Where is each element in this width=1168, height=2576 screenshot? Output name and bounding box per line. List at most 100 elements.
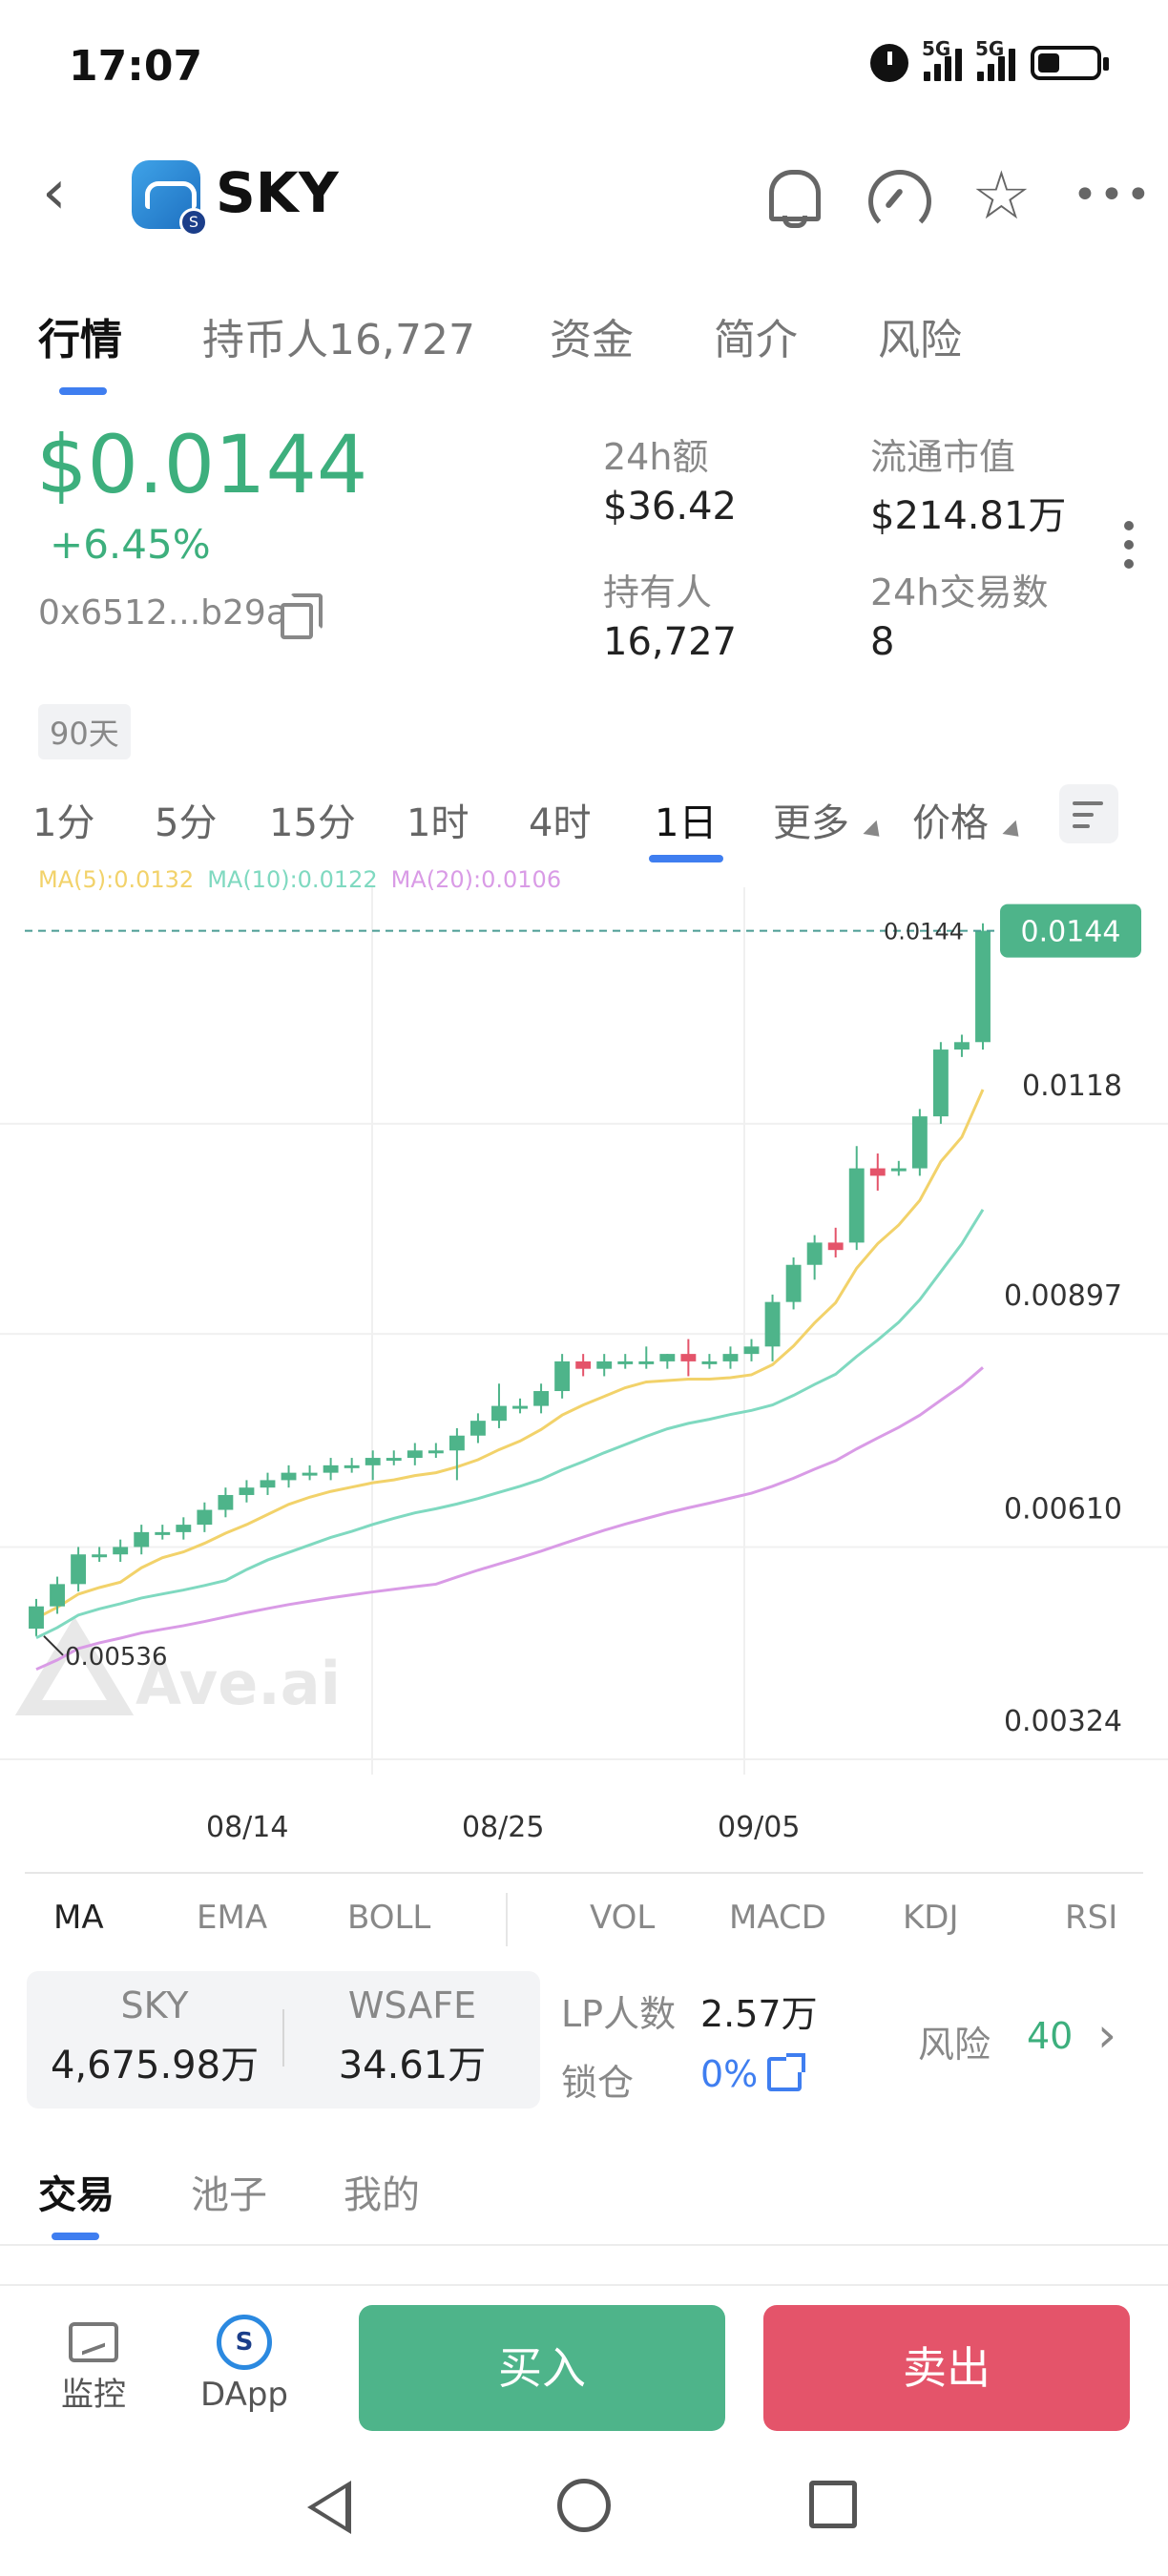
gauge-icon[interactable] [865, 164, 931, 233]
back-icon[interactable]: ‹ [42, 157, 67, 228]
ind-macd[interactable]: MACD [729, 1899, 826, 1937]
tf-1h[interactable]: 1时 [407, 801, 469, 845]
copy-icon[interactable] [281, 593, 323, 639]
buy-button[interactable]: 买入 [359, 2305, 725, 2431]
system-recent-icon[interactable] [809, 2481, 857, 2528]
market-cap-value: $214.81万 [870, 494, 1067, 538]
main-tabs: 行情 持币人16,727 资金 简介 风险 [0, 296, 1168, 401]
dapp-icon: S [217, 2315, 272, 2370]
candle [638, 1361, 655, 1364]
candle [197, 1509, 213, 1526]
chevron-right-icon[interactable]: › [1097, 2007, 1116, 2063]
indicator-separator [506, 1893, 508, 1946]
ma20-line [35, 1366, 984, 1672]
contract-address: 0x6512...b29a [38, 593, 287, 633]
volume-24h-value: $36.42 [603, 485, 737, 529]
monitor-button[interactable]: 监控 [36, 2322, 151, 2415]
lock-value[interactable]: 0% [700, 2053, 759, 2095]
pair-quote-amount: 34.61万 [338, 2044, 487, 2088]
kebab-icon[interactable] [1124, 521, 1136, 572]
ma5-label: MA(5):0.0132 [38, 866, 195, 893]
tab-mine[interactable]: 我的 [344, 2173, 420, 2217]
monitor-icon [69, 2322, 118, 2362]
y-tick-label: 0.00324 [1004, 1705, 1122, 1738]
ind-kdj[interactable]: KDJ [903, 1899, 959, 1937]
tf-underline [649, 855, 723, 862]
risk-label[interactable]: 风险 [918, 2024, 991, 2066]
chart-divider [25, 1872, 1143, 1874]
tf-15m[interactable]: 15分 [269, 801, 356, 845]
more-icon[interactable]: ••• [1073, 171, 1153, 219]
tab-market[interactable]: 行情 [38, 316, 122, 364]
ind-vol[interactable]: VOL [590, 1899, 656, 1937]
candle [575, 1361, 592, 1369]
tf-more-label: 更多 [773, 801, 849, 845]
token-price: $0.0144 [36, 418, 368, 511]
dapp-button[interactable]: S DApp [187, 2315, 302, 2414]
y-tick-label: 0.0118 [1022, 1070, 1122, 1103]
dapp-label: DApp [199, 2376, 288, 2414]
system-home-icon[interactable] [557, 2479, 611, 2532]
pair-reserves: SKY 4,675.98万 WSAFE 34.61万 [27, 1971, 540, 2109]
tab-funds[interactable]: 资金 [550, 316, 634, 364]
tf-5m[interactable]: 5分 [155, 801, 218, 845]
status-time: 17:07 [69, 42, 203, 91]
period-chip: 90天 [38, 704, 131, 759]
system-back-icon[interactable] [307, 2481, 351, 2534]
alarm-icon [870, 44, 908, 82]
tab-holders[interactable]: 持币人16,727 [202, 316, 475, 364]
logo-badge: S [179, 208, 208, 237]
chart-settings-icon[interactable] [1059, 784, 1118, 843]
candle [701, 1361, 718, 1364]
candlestick-chart[interactable]: Ave.ai 0.0144 0.0144 0.00536 0.0118 0.00897 0.… [0, 887, 1168, 1784]
btab-underline [52, 2233, 99, 2240]
candle [155, 1531, 171, 1535]
tab-risk[interactable]: 风险 [878, 316, 962, 364]
tab-pool[interactable]: 池子 [191, 2173, 267, 2217]
ind-ema[interactable]: EMA [197, 1899, 268, 1937]
ind-ma[interactable]: MA [53, 1899, 104, 1937]
lp-value: 2.57万 [700, 1993, 818, 2035]
external-link-icon[interactable] [767, 2053, 805, 2091]
battery-icon [1031, 46, 1109, 80]
watermark-logo [14, 1616, 135, 1715]
star-icon[interactable]: ☆ [971, 156, 1032, 235]
candle [281, 1472, 297, 1481]
x-tick-label: 09/05 [718, 1811, 801, 1844]
candle [407, 1450, 423, 1459]
candle [596, 1361, 613, 1369]
candle [239, 1487, 255, 1495]
candle [764, 1301, 781, 1347]
holders-value: 16,727 [603, 620, 737, 664]
volume-24h-label: 24h额 [603, 436, 709, 478]
tf-more[interactable]: 更多 [773, 792, 886, 847]
candle [617, 1361, 634, 1364]
candle [911, 1116, 928, 1169]
sell-button[interactable]: 卖出 [763, 2305, 1130, 2431]
ind-rsi[interactable]: RSI [1065, 1899, 1118, 1937]
candle [134, 1531, 150, 1548]
risk-value[interactable]: 40 [1027, 2015, 1074, 2057]
tf-4h[interactable]: 4时 [529, 801, 592, 845]
signal-icon-2: 5G [975, 37, 1015, 81]
ind-boll[interactable]: BOLL [347, 1899, 431, 1937]
tf-price[interactable]: 价格 [912, 792, 1026, 847]
tab-trade[interactable]: 交易 [38, 2173, 115, 2217]
ma10-label: MA(10):0.0122 [207, 866, 378, 893]
candle [428, 1450, 444, 1454]
tab-intro[interactable]: 简介 [714, 316, 798, 364]
candle [827, 1242, 844, 1251]
candle [113, 1547, 129, 1555]
tf-1m[interactable]: 1分 [32, 801, 95, 845]
candle [260, 1480, 276, 1488]
bell-icon[interactable] [760, 164, 823, 228]
x-tick-label: 08/14 [206, 1811, 289, 1844]
signal-icon: 5G [922, 37, 962, 81]
tf-1d[interactable]: 1日 [655, 801, 718, 845]
ma-legend: MA(5):0.0132 MA(10):0.0122 MA(20):0.0106 [38, 866, 561, 893]
pair-base-name: SKY [120, 1984, 189, 2026]
token-logo: S [132, 160, 208, 237]
pair-quote-name: WSAFE [347, 1984, 477, 2026]
candle [50, 1584, 65, 1607]
bottom-action-bar: 监控 S DApp 买入 卖出 [0, 2286, 1168, 2439]
